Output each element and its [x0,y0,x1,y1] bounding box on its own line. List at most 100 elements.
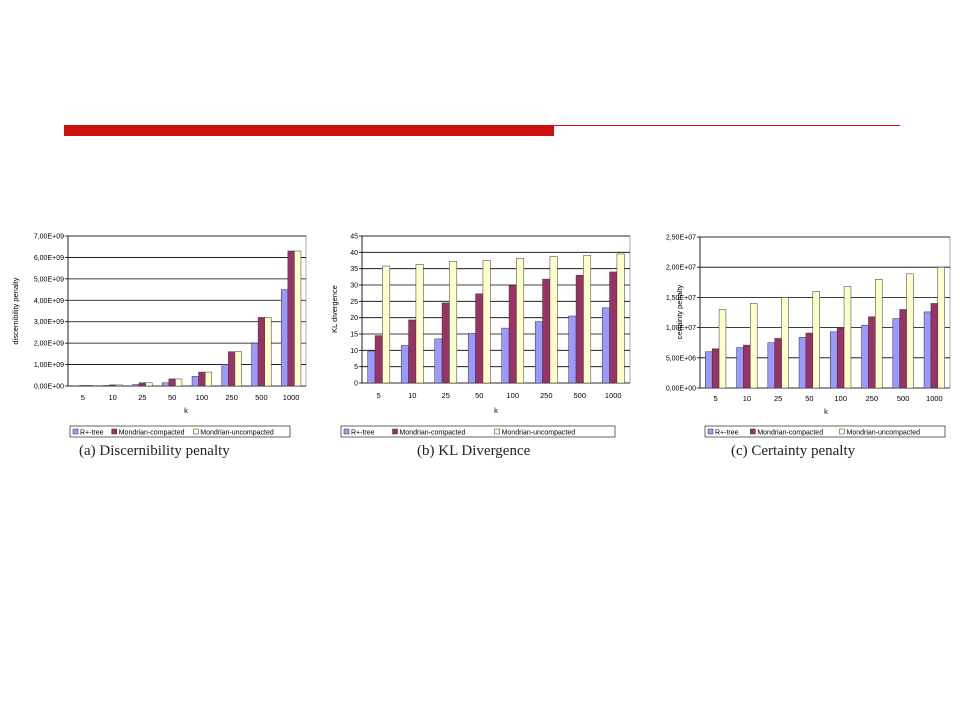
discernibility-penalty-legend-swatch-r-tree [72,428,79,435]
kl-divergence-bar-r-tree-k25 [434,338,443,384]
discernibility-penalty-bar-mondrian-compacted-k100 [198,371,206,387]
kl-divergence-y-tick-label: 5 [354,364,358,371]
certainty-penalty-bar-r-tree-k500 [892,318,900,389]
kl-divergence-bar-mondrian-compacted-k1000 [609,271,618,384]
discernibility-penalty-y-tick-label: 5,00E+09 [34,276,64,283]
discernibility-penalty-bar-r-tree-k5 [72,385,80,387]
certainty-penalty-y-tick-label: 1,00E+07 [666,325,696,332]
certainty-penalty-bar-r-tree-k50 [798,337,807,389]
discernibility-penalty-x-tick-label: 100 [196,393,209,402]
discernibility-penalty-bar-mondrian-uncompacted-k50 [175,378,183,387]
discernibility-penalty-bar-mondrian-compacted-k1000 [287,250,295,387]
certainty-penalty-legend-swatch-r-tree [707,428,714,435]
discernibility-penalty-bar-mondrian-compacted-k25 [138,382,146,387]
discernibility-penalty-x-tick-label: 50 [168,393,176,402]
kl-divergence-plot-area [361,235,631,384]
discernibility-penalty-bar-r-tree-k1000 [281,289,289,387]
certainty-penalty-y-tick-label: 0,00E+00 [666,386,696,393]
certainty-penalty-bar-r-tree-k5 [705,351,713,389]
kl-divergence-x-tick-label: 5 [377,391,381,400]
certainty-penalty-y-tick-label: 5,00E+06 [666,355,696,362]
discernibility-penalty-bar-r-tree-k100 [191,376,199,387]
discernibility-penalty-legend-label-r-tree: R+-tree [80,430,104,437]
certainty-penalty-bar-mondrian-uncompacted-k100 [843,286,852,389]
discernibility-penalty-y-tick-label: 6,00E+09 [34,255,64,262]
kl-divergence-bar-mondrian-uncompacted-k500 [583,255,592,384]
discernibility-penalty-legend-label-mondrian-uncompacted: Mondrian-uncompacted [200,430,274,437]
kl-divergence-bar-r-tree-k5 [367,350,376,384]
discernibility-penalty-y-tick-label: 3,00E+09 [34,319,64,326]
discernibility-penalty-bar-r-tree-k50 [162,382,170,387]
discernibility-penalty-y-tick-label: 4,00E+09 [34,298,64,305]
certainty-penalty-bar-mondrian-uncompacted-k250 [875,279,883,389]
discernibility-penalty-bar-mondrian-uncompacted-k5 [85,385,93,387]
discernibility-penalty-legend-label-mondrian-compacted: Mondrian-compacted [119,430,185,437]
kl-divergence-x-tick-label: 1000 [605,391,622,400]
kl-divergence-bar-mondrian-uncompacted-k25 [449,261,458,384]
discernibility-penalty-x-tick-label: 500 [255,393,268,402]
kl-divergence-y-tick-label: 15 [350,332,358,339]
certainty-penalty-legend-label-r-tree: R+-tree [715,430,739,437]
discernibility-penalty-x-tick-label: 10 [108,393,116,402]
kl-divergence-legend-label-mondrian-uncompacted: Mondrian-uncompacted [502,430,576,437]
certainty-penalty-x-tick-label: 100 [834,394,847,403]
kl-divergence-legend-label-mondrian-compacted: Mondrian-compacted [399,430,465,437]
kl-divergence-y-tick-label: 45 [350,234,358,241]
kl-divergence-bar-r-tree-k50 [467,333,476,384]
discernibility-penalty-bar-r-tree-k10 [102,385,110,387]
certainty-penalty-y-tick-label: 2,50E+07 [666,235,696,242]
discernibility-penalty-legend [69,425,291,438]
discernibility-penalty-x-tick-label: 250 [225,393,238,402]
kl-divergence-y-tick-label: 30 [350,283,358,290]
certainty-penalty-bar-r-tree-k25 [767,342,775,389]
discernibility-penalty-bar-mondrian-uncompacted-k100 [204,371,212,387]
certainty-penalty-x-tick-label: 250 [866,394,879,403]
discernibility-penalty-y-tick-label: 2,00E+09 [34,341,64,348]
certainty-penalty-legend-swatch-mondrian-compacted [750,428,756,435]
certainty-penalty-bar-mondrian-compacted-k250 [868,316,876,389]
caption-kl-divergence: (b) KL Divergence [417,443,531,459]
certainty-penalty-x-tick-label: 1000 [926,394,943,403]
discernibility-penalty-legend-swatch-mondrian-compacted [111,428,117,435]
kl-divergence-bar-r-tree-k10 [400,345,409,384]
discernibility-penalty-bar-mondrian-compacted-k10 [109,384,117,387]
certainty-penalty-legend-label-mondrian-uncompacted: Mondrian-uncompacted [846,430,920,437]
discernibility-penalty-y-tick-label: 1,00E+09 [34,362,64,369]
certainty-penalty-plot-area [699,236,951,389]
discernibility-penalty-bar-mondrian-uncompacted-k500 [264,317,272,387]
kl-divergence-legend-swatch-mondrian-uncompacted [494,428,500,435]
certainty-penalty-bar-mondrian-compacted-k25 [774,338,782,389]
certainty-penalty-bar-r-tree-k10 [736,347,744,389]
certainty-penalty-bar-mondrian-compacted-k500 [899,309,907,389]
certainty-penalty-bar-mondrian-uncompacted-k25 [781,297,789,389]
kl-divergence-y-tick-label: 10 [350,348,358,355]
certainty-penalty-legend-label-mondrian-compacted: Mondrian-compacted [757,430,823,437]
certainty-penalty-legend-swatch-mondrian-uncompacted [839,428,845,435]
certainty-penalty-bar-mondrian-compacted-k5 [711,348,720,389]
kl-divergence-bar-r-tree-k250 [534,321,543,384]
certainty-penalty-x-tick-label: 50 [805,394,813,403]
discernibility-penalty-legend-swatch-mondrian-uncompacted [192,428,199,435]
certainty-penalty-bar-r-tree-k1000 [923,311,932,389]
discernibility-penalty-x-axis-label: k [184,406,188,415]
kl-divergence-legend-swatch-mondrian-compacted [392,428,398,435]
title-accent-bar [64,125,554,136]
certainty-penalty-bar-mondrian-uncompacted-k50 [812,291,820,389]
kl-divergence-x-tick-label: 250 [540,391,553,400]
certainty-penalty-x-tick-label: 10 [743,394,751,403]
discernibility-penalty-x-tick-label: 25 [138,393,146,402]
certainty-penalty-bar-mondrian-uncompacted-k1000 [937,266,945,389]
kl-divergence-bar-r-tree-k500 [568,315,577,384]
discernibility-penalty-y-axis-label: discernibility penalty [11,277,20,344]
kl-divergence-bar-mondrian-compacted-k10 [408,319,417,384]
discernibility-penalty-bar-mondrian-uncompacted-k1000 [294,250,302,387]
discernibility-penalty-bar-mondrian-compacted-k500 [257,317,265,387]
discernibility-penalty-bar-r-tree-k500 [251,342,259,387]
discernibility-penalty-bar-mondrian-uncompacted-k10 [115,384,123,387]
kl-divergence-bar-mondrian-compacted-k500 [575,274,584,384]
kl-divergence-legend-label-r-tree: R+-tree [351,430,375,437]
discernibility-penalty-y-tick-label: 7,00E+09 [34,234,64,241]
kl-divergence-x-tick-label: 10 [408,391,416,400]
kl-divergence-y-tick-label: 35 [350,266,358,273]
kl-divergence-y-tick-label: 0 [354,381,358,388]
